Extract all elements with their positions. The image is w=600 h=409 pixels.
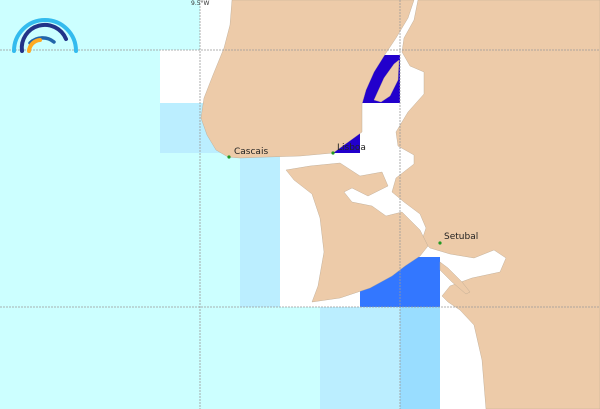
city-dot	[331, 151, 335, 155]
city-label-cascais: Cascais	[234, 147, 268, 157]
cell	[320, 307, 400, 409]
cell	[0, 307, 320, 409]
cell	[240, 153, 280, 307]
city-label-setubal: Setubal	[444, 232, 478, 242]
cell	[400, 307, 440, 409]
land-island	[373, 59, 400, 103]
cell	[0, 50, 160, 307]
land-setubal-peninsula	[285, 162, 429, 303]
city-dot	[438, 241, 442, 245]
land-north-bank	[200, 0, 415, 159]
grid-label: 9.5°W	[191, 0, 210, 7]
city-label-lisboa: Lisboa	[337, 143, 366, 153]
land-troia-spit	[439, 261, 471, 295]
wave-arcs-logo	[12, 18, 78, 53]
cities: Cascais Lisboa Setubal	[227, 143, 478, 245]
city-dot	[227, 155, 231, 159]
